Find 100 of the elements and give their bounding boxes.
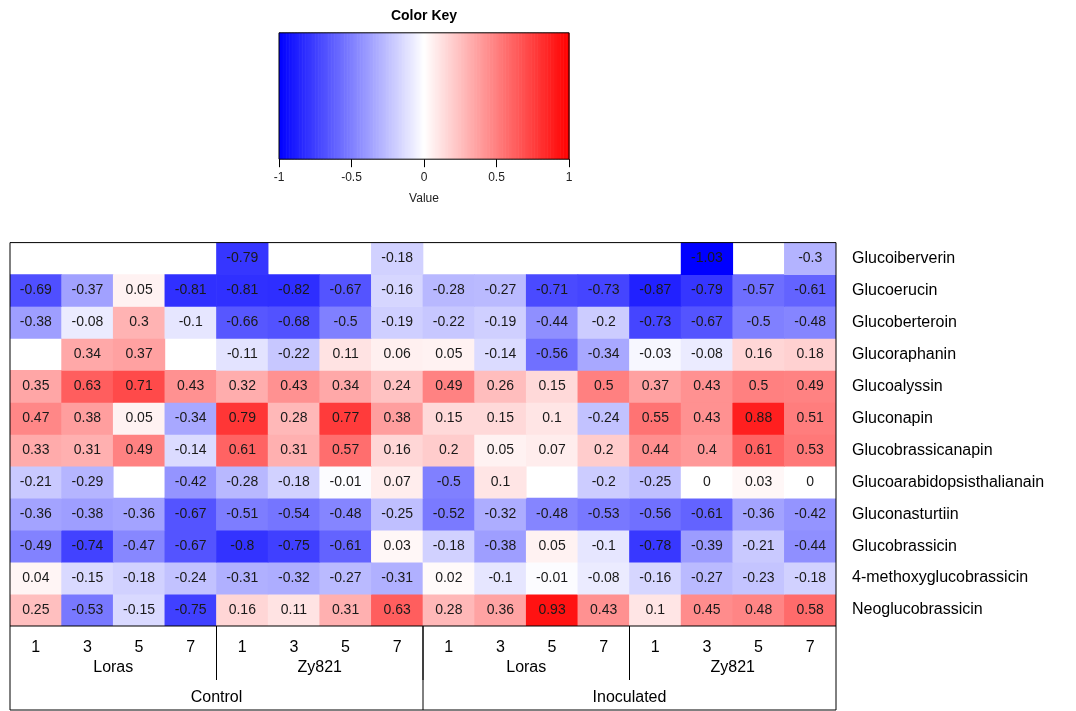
data-label: 0.61 xyxy=(228,441,257,458)
data-label: 0.49 xyxy=(796,377,825,394)
data-label: -0.08 xyxy=(690,345,724,362)
data-label: 0.2 xyxy=(593,441,614,458)
data-label: -0.37 xyxy=(71,281,104,298)
data-label: -0.15 xyxy=(71,568,104,585)
data-label: -0.81 xyxy=(226,281,259,298)
data-label: -0.27 xyxy=(329,568,362,585)
data-label: -0.61 xyxy=(329,536,362,553)
data-label: -0.44 xyxy=(536,313,569,330)
data-label: -0.22 xyxy=(277,345,311,362)
data-label: -0.38 xyxy=(484,536,517,553)
data-label: -0.36 xyxy=(19,505,52,522)
data-label: 0.35 xyxy=(22,377,50,394)
data-label: 0.28 xyxy=(435,600,463,617)
data-label: 0.16 xyxy=(383,441,412,458)
data-label: 0.37 xyxy=(125,345,153,362)
data-label: 0.31 xyxy=(73,441,102,458)
color-bar-label: -0.5 xyxy=(341,169,363,184)
data-label: 0.49 xyxy=(435,377,463,394)
data-label: 0.16 xyxy=(228,600,257,617)
data-label: -0.22 xyxy=(432,313,465,330)
data-label: -0.34 xyxy=(174,409,207,426)
data-label: -0.8 xyxy=(230,536,255,553)
data-label: -0.79 xyxy=(226,249,259,266)
text: Inoculated xyxy=(592,688,667,706)
data-label: 0.36 xyxy=(486,600,515,617)
data-label: -0.5 xyxy=(333,313,358,330)
data-label: 0.03 xyxy=(383,536,412,553)
data-label: 0.07 xyxy=(383,473,412,490)
data-label: -0.67 xyxy=(329,281,362,298)
data-label: -0.56 xyxy=(536,345,569,362)
data-label: -0.57 xyxy=(742,281,775,298)
data-label: 0.47 xyxy=(22,409,50,426)
data-label: -0.19 xyxy=(484,313,517,330)
data-label: -0.25 xyxy=(381,505,414,522)
data-label: -0.53 xyxy=(587,505,620,522)
data-label: 0.43 xyxy=(177,377,205,394)
data-label: 0.55 xyxy=(641,409,670,426)
data-label: -0.68 xyxy=(277,313,311,330)
x-tick-label: 3 xyxy=(82,638,92,656)
data-label: 0.31 xyxy=(331,600,360,617)
y-tick-label: Gluconapin xyxy=(852,408,933,426)
x-tick-label: 1 xyxy=(444,638,454,656)
data-label: -0.32 xyxy=(484,505,517,522)
x-tick-label: 1 xyxy=(237,638,247,656)
y-tick-label: Neoglucobrassicin xyxy=(852,600,983,618)
data-label: -0.03 xyxy=(639,345,672,362)
data-label: 0.04 xyxy=(22,568,50,585)
x-tick-label: 5 xyxy=(341,638,351,656)
data-label: 0.15 xyxy=(538,377,566,394)
data-label: -0.16 xyxy=(381,281,414,298)
data-label: -0.61 xyxy=(690,505,724,522)
data-label: -0.01 xyxy=(536,568,569,585)
x-tick-label: 7 xyxy=(186,638,196,656)
data-label: -0.48 xyxy=(794,313,827,330)
data-label: -0.29 xyxy=(71,473,104,490)
data-label: 0 xyxy=(703,473,712,490)
data-label: -0.31 xyxy=(381,568,414,585)
data-label: -0.21 xyxy=(19,473,52,490)
data-label: 0.28 xyxy=(280,409,308,426)
data-label: -0.08 xyxy=(71,313,104,330)
y-tick-label: Glucobrassicanapin xyxy=(852,440,993,458)
data-label: 0.33 xyxy=(22,441,50,458)
data-label: -0.42 xyxy=(794,505,827,522)
text: Control xyxy=(190,688,243,706)
data-label: 0.38 xyxy=(383,409,412,426)
data-label: -0.87 xyxy=(639,281,672,298)
x-tick-label: 5 xyxy=(547,638,557,656)
data-label: 0.24 xyxy=(383,377,412,394)
data-label: -0.51 xyxy=(226,505,259,522)
data-label: -0.31 xyxy=(226,568,259,585)
data-label: -0.34 xyxy=(587,345,620,362)
data-label: -0.24 xyxy=(587,409,620,426)
data-label: -0.67 xyxy=(174,536,207,553)
data-label: -0.18 xyxy=(432,536,465,553)
data-label: 0.93 xyxy=(538,600,566,617)
data-label: -0.61 xyxy=(794,281,827,298)
data-label: -0.08 xyxy=(587,568,620,585)
data-label: -0.71 xyxy=(536,281,569,298)
data-label: -0.49 xyxy=(19,536,52,553)
y-tick-label: Glucobrassicin xyxy=(852,536,957,554)
data-label: -0.66 xyxy=(226,313,259,330)
text: Loras xyxy=(93,658,134,676)
data-label: 0.26 xyxy=(486,377,515,394)
data-label: -0.2 xyxy=(591,473,616,490)
data-label: -0.75 xyxy=(174,600,207,617)
data-label: -0.18 xyxy=(123,568,156,585)
data-label: -0.28 xyxy=(226,473,259,490)
data-label: -0.1 xyxy=(591,536,616,553)
data-label: -0.79 xyxy=(690,281,724,298)
chart-title: Color Key xyxy=(390,7,458,24)
x-tick-label: 5 xyxy=(754,638,764,656)
data-label: -0.36 xyxy=(123,505,156,522)
data-label: 0.3 xyxy=(129,313,149,330)
data-label: 0.05 xyxy=(125,281,153,298)
y-tick-label: Glucoiberverin xyxy=(852,248,956,266)
data-label: -0.44 xyxy=(794,536,827,553)
y-tick-label: Glucoraphanin xyxy=(852,344,957,362)
data-label: -0.14 xyxy=(174,441,207,458)
